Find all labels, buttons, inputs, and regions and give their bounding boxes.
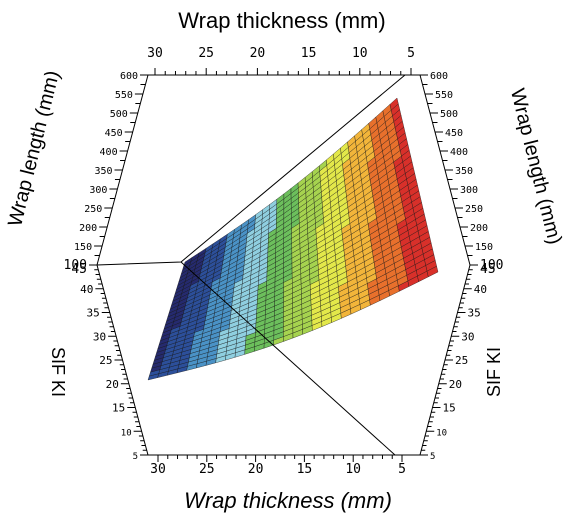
top-x-tick-label: 30 (147, 46, 163, 61)
left-y-tick-label: 400 (100, 147, 118, 158)
top-x-axis-title: Wrap thickness (mm) (178, 8, 385, 33)
front-edge (180, 261, 396, 456)
top-x-tick-label: 5 (407, 46, 415, 61)
right-z-tick-label: 45 (480, 262, 496, 277)
right-z-tick-label: 40 (474, 283, 487, 296)
left-z-tick-label: 5 (133, 452, 138, 462)
left-z-tick-label: 10 (121, 428, 132, 438)
right-y-tick-label: 200 (470, 223, 488, 234)
right-y-tick-label: 600 (430, 71, 448, 82)
left-y-tick-label: 300 (89, 185, 107, 196)
right-z-tick-label: 10 (436, 428, 447, 438)
left-y-tick-label: 600 (120, 71, 138, 82)
right-y-tick-label: 400 (450, 147, 468, 158)
bottom-x-tick-label: 25 (199, 462, 215, 477)
bottom-x-tick-label: 10 (345, 462, 361, 477)
left-z-tick-label: 20 (106, 378, 119, 391)
right-y-tick-label: 100 (480, 258, 503, 273)
left-z-tick-label: 15 (112, 402, 125, 415)
top-x-tick-label: 20 (250, 46, 266, 61)
left-z-tick-label: 30 (93, 330, 106, 343)
left-y-tick-label: 200 (79, 223, 97, 234)
top-x-tick-label: 10 (352, 46, 368, 61)
left-y-tick-label: 100 (64, 258, 87, 273)
right-y-tick-label: 150 (475, 242, 493, 253)
right-y-axis-title: Wrap length (mm) (506, 86, 566, 246)
bottom-x-tick-label: 30 (150, 462, 166, 477)
right-y-tick-label: 500 (440, 109, 458, 120)
left-y-tick-label: 500 (110, 109, 128, 120)
left-y-tick-label: 250 (84, 204, 102, 215)
left-z-tick-label: 25 (99, 354, 112, 367)
left-y-axis-title: Wrap length (mm) (4, 68, 64, 228)
left-y-tick-label: 150 (74, 242, 92, 253)
left-y-tick-label: 550 (115, 90, 133, 101)
right-z-tick-label: 20 (449, 378, 462, 391)
left-z-axis-title: SIF KI (48, 347, 68, 397)
surface-mesh (147, 97, 439, 381)
top-x-tick-label: 15 (301, 46, 317, 61)
axes-front-frame (180, 261, 396, 456)
bottom-x-tick-label: 20 (248, 462, 264, 477)
bottom-x-tick-label: 5 (398, 462, 406, 477)
left-z-tick-label: 40 (80, 283, 93, 296)
right-z-tick-label: 5 (430, 452, 435, 462)
right-z-axis-title: SIF KI (484, 347, 504, 397)
bottom-x-axis-title: Wrap thickness (mm) (184, 488, 392, 513)
left-y-tick-label: 450 (105, 128, 123, 139)
left-y-tick-label: 350 (94, 166, 112, 177)
right-y-tick-label: 350 (455, 166, 473, 177)
right-y-tick-label: 250 (465, 204, 483, 215)
surface-cell (389, 97, 399, 111)
bottom-x-tick-label: 15 (297, 462, 313, 477)
right-y-tick-label: 450 (445, 128, 463, 139)
top-x-tick-label: 25 (198, 46, 214, 61)
right-z-tick-label: 15 (443, 402, 456, 415)
right-z-tick-label: 35 (468, 307, 481, 320)
right-y-tick-label: 300 (460, 185, 478, 196)
right-z-tick-label: 25 (455, 354, 468, 367)
left-z-tick-label: 35 (87, 307, 100, 320)
axis-ticks: 5 5 10 10 15 15 20 20 25 25 30 30 100 100 150 150 200 200… (64, 46, 504, 477)
right-y-tick-label: 550 (435, 90, 453, 101)
right-z-tick-label: 30 (461, 330, 474, 343)
left-z-tick-label: 45 (71, 262, 87, 277)
